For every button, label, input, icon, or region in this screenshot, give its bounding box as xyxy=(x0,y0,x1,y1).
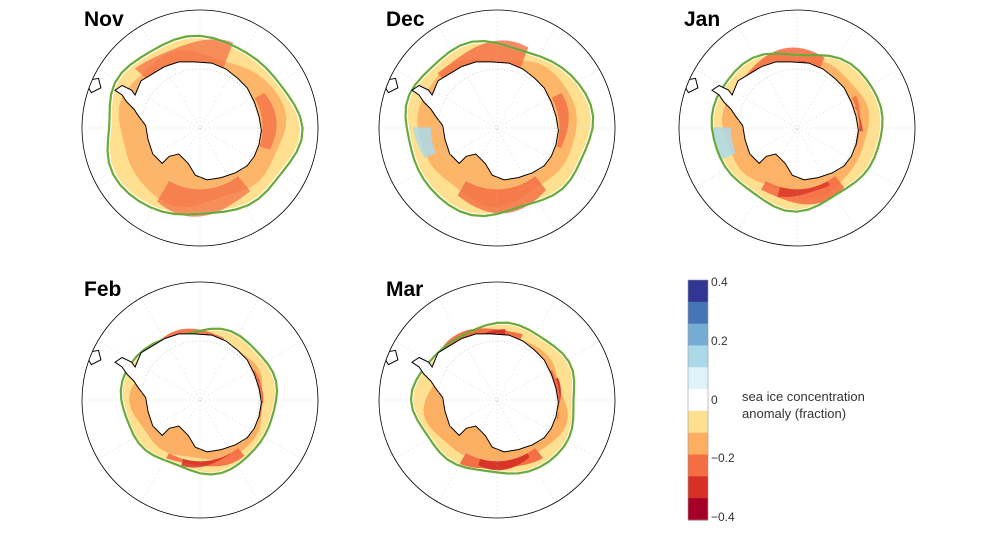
graticule-circle xyxy=(140,68,260,188)
ice-edge-contour xyxy=(710,52,884,213)
graticule-meridian xyxy=(694,68,900,188)
colorbar-swatch xyxy=(688,476,708,499)
graticule-meridian xyxy=(97,340,303,460)
graticule-circle xyxy=(437,68,557,188)
graticule-meridian xyxy=(97,68,303,188)
antarctica-landmass xyxy=(114,61,262,181)
colorbar-swatch xyxy=(688,432,708,456)
anomaly-sector-strong xyxy=(551,92,569,148)
anomaly-sector-deep xyxy=(555,377,561,404)
colorbar-swatch xyxy=(688,367,708,390)
graticule-meridian xyxy=(694,68,900,188)
graticule-meridian xyxy=(437,25,557,231)
anomaly-sector-deep xyxy=(854,106,863,132)
positive-anomaly-patch xyxy=(413,127,436,158)
antarctica-landmass xyxy=(411,333,559,453)
colorbar-tick-3: −0.2 xyxy=(711,451,735,465)
map-frame xyxy=(81,9,319,247)
colorbar-caption-line2: anomaly (fraction) xyxy=(742,406,847,421)
anomaly-sector-deep xyxy=(777,181,830,197)
graticule-meridian xyxy=(394,68,600,188)
map-frame xyxy=(378,281,616,519)
graticule-meridian xyxy=(737,25,857,231)
antarctica-landmass xyxy=(411,61,559,181)
colorbar-caption-line1: sea ice concentration xyxy=(742,389,865,404)
colorbar-swatch xyxy=(688,280,708,303)
graticule-meridian xyxy=(394,340,600,460)
graticule-meridian xyxy=(140,25,260,231)
colorbar-swatch xyxy=(688,498,708,521)
graticule-meridian xyxy=(140,297,260,503)
colorbar-outline xyxy=(687,279,709,521)
anomaly-sector-deep xyxy=(181,453,231,468)
graticule-meridian xyxy=(140,25,260,231)
graticule-meridian xyxy=(437,297,557,503)
anomaly-sector-deep xyxy=(478,453,530,471)
graticule-meridian xyxy=(97,340,303,460)
colorbar-tick-2: 0 xyxy=(711,393,718,407)
panel-label: Dec xyxy=(386,8,425,31)
map-frame xyxy=(81,281,319,519)
anomaly-sector-strong xyxy=(548,370,560,419)
colorbar-swatch xyxy=(688,454,708,477)
graticule-circle xyxy=(737,68,857,188)
colorbar-swatch xyxy=(688,323,708,346)
graticule-meridian xyxy=(140,297,260,503)
colorbar-swatch xyxy=(688,301,708,325)
panel-label: Mar xyxy=(386,278,424,301)
anomaly-sector-deep xyxy=(257,378,264,404)
colorbar-tick-4: −0.4 xyxy=(711,510,735,524)
anomaly-sector-strong xyxy=(157,176,251,217)
antarctica-landmass xyxy=(114,333,262,453)
colorbar-tick-0: 0.4 xyxy=(711,275,728,289)
graticule-meridian xyxy=(97,68,303,188)
panel-label: Nov xyxy=(84,8,124,31)
graticule-meridian xyxy=(437,297,557,503)
graticule-meridian xyxy=(737,25,857,231)
colorbar-swatch xyxy=(688,410,708,434)
graticule-circle xyxy=(437,340,557,460)
map-frame xyxy=(678,9,916,247)
colorbar-swatch xyxy=(688,345,708,368)
graticule-meridian xyxy=(394,340,600,460)
graticule-circle xyxy=(140,340,260,460)
map-frame xyxy=(378,9,616,247)
anomaly-sector-strong xyxy=(457,176,547,214)
graticule-meridian xyxy=(437,25,557,231)
anomaly-sector-strong xyxy=(254,92,277,150)
colorbar-swatch xyxy=(688,389,708,412)
panel-label: Feb xyxy=(84,278,122,301)
panel-label: Jan xyxy=(684,8,721,31)
antarctica-landmass xyxy=(711,61,859,181)
anomaly-sector-strong xyxy=(851,95,860,147)
graticule-meridian xyxy=(394,68,600,188)
colorbar-caption: sea ice concentration anomaly (fraction) xyxy=(742,388,865,422)
colorbar-tick-1: 0.2 xyxy=(711,334,728,348)
